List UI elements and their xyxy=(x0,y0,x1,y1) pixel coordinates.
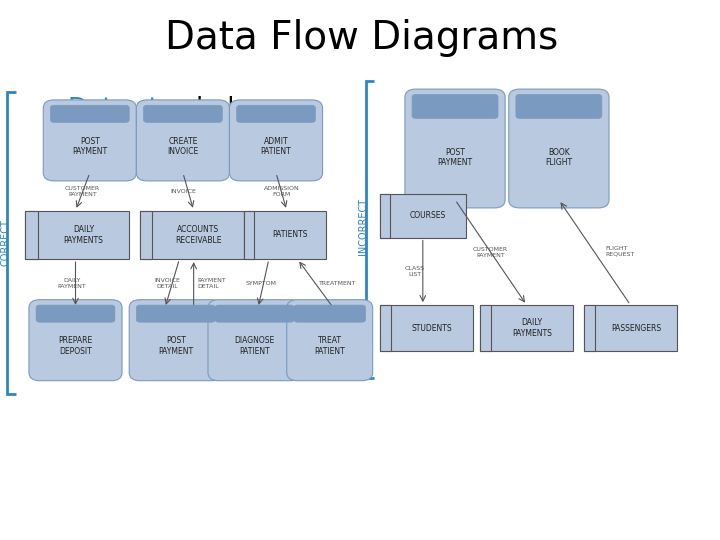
Bar xyxy=(140,211,153,259)
FancyBboxPatch shape xyxy=(129,300,222,381)
FancyBboxPatch shape xyxy=(143,105,222,123)
FancyBboxPatch shape xyxy=(509,89,609,208)
Bar xyxy=(25,211,38,259)
FancyBboxPatch shape xyxy=(208,300,301,381)
FancyBboxPatch shape xyxy=(237,105,315,123)
Text: •: • xyxy=(54,96,77,120)
Text: POST
PAYMENT: POST PAYMENT xyxy=(438,148,472,167)
FancyBboxPatch shape xyxy=(412,94,498,118)
Text: PATIENTS: PATIENTS xyxy=(272,231,307,239)
FancyBboxPatch shape xyxy=(230,100,323,181)
Bar xyxy=(480,305,573,351)
FancyBboxPatch shape xyxy=(36,305,115,322)
Text: DIAGNOSE
PATIENT: DIAGNOSE PATIENT xyxy=(235,336,274,356)
Text: INVOICE
DETAIL: INVOICE DETAIL xyxy=(154,278,180,289)
Text: FLIGHT
REQUEST: FLIGHT REQUEST xyxy=(606,246,634,256)
Text: DAILY
PAYMENTS: DAILY PAYMENTS xyxy=(513,319,552,338)
Text: ACCOUNTS
RECEIVABLE: ACCOUNTS RECEIVABLE xyxy=(175,225,221,245)
Text: symbol: symbol xyxy=(136,96,235,120)
Bar xyxy=(140,211,244,259)
Text: DAILY
PAYMENT: DAILY PAYMENT xyxy=(58,278,86,289)
Text: ADMISSION
FORM: ADMISSION FORM xyxy=(264,186,300,197)
Bar xyxy=(380,305,473,351)
Bar xyxy=(380,194,390,238)
FancyBboxPatch shape xyxy=(29,300,122,381)
Text: COURSES: COURSES xyxy=(410,212,446,220)
Bar xyxy=(25,211,129,259)
FancyBboxPatch shape xyxy=(50,105,129,123)
Text: SYMPTOM: SYMPTOM xyxy=(246,281,276,286)
FancyBboxPatch shape xyxy=(516,94,602,118)
Text: BOOK
FLIGHT: BOOK FLIGHT xyxy=(545,148,572,167)
Text: INCORRECT: INCORRECT xyxy=(359,198,369,255)
Bar xyxy=(244,211,326,259)
Bar xyxy=(584,305,595,351)
FancyBboxPatch shape xyxy=(43,100,136,181)
Text: POST
PAYMENT: POST PAYMENT xyxy=(72,137,107,156)
Text: CUSTOMER
PAYMENT: CUSTOMER PAYMENT xyxy=(65,186,100,197)
Text: TREAT
PATIENT: TREAT PATIENT xyxy=(315,336,345,356)
FancyBboxPatch shape xyxy=(405,89,505,208)
Text: TREATMENT: TREATMENT xyxy=(319,281,356,286)
FancyBboxPatch shape xyxy=(294,305,366,322)
Text: PAYMENT
DETAIL: PAYMENT DETAIL xyxy=(197,278,226,289)
Text: CREATE
INVOICE: CREATE INVOICE xyxy=(167,137,199,156)
Bar xyxy=(380,305,391,351)
Text: ADMIT
PATIENT: ADMIT PATIENT xyxy=(261,137,292,156)
Text: STUDENTS: STUDENTS xyxy=(412,323,452,333)
FancyBboxPatch shape xyxy=(136,100,230,181)
Bar xyxy=(480,305,491,351)
FancyBboxPatch shape xyxy=(136,305,215,322)
Text: CUSTOMER
PAYMENT: CUSTOMER PAYMENT xyxy=(473,247,508,258)
Text: Data Flow Diagrams: Data Flow Diagrams xyxy=(166,19,559,57)
Bar xyxy=(380,194,466,238)
Text: PREPARE
DEPOSIT: PREPARE DEPOSIT xyxy=(58,336,93,356)
Bar xyxy=(244,211,253,259)
FancyBboxPatch shape xyxy=(287,300,373,381)
Bar xyxy=(584,305,677,351)
Text: PASSENGERS: PASSENGERS xyxy=(611,323,661,333)
Text: DAILY
PAYMENTS: DAILY PAYMENTS xyxy=(63,225,104,245)
Text: CLASS
LIST: CLASS LIST xyxy=(405,266,425,276)
Text: Data store: Data store xyxy=(68,96,199,120)
Text: CORRECT: CORRECT xyxy=(0,220,10,266)
Text: POST
PAYMENT: POST PAYMENT xyxy=(158,336,193,356)
FancyBboxPatch shape xyxy=(215,305,294,322)
Text: INVOICE: INVOICE xyxy=(171,189,197,194)
